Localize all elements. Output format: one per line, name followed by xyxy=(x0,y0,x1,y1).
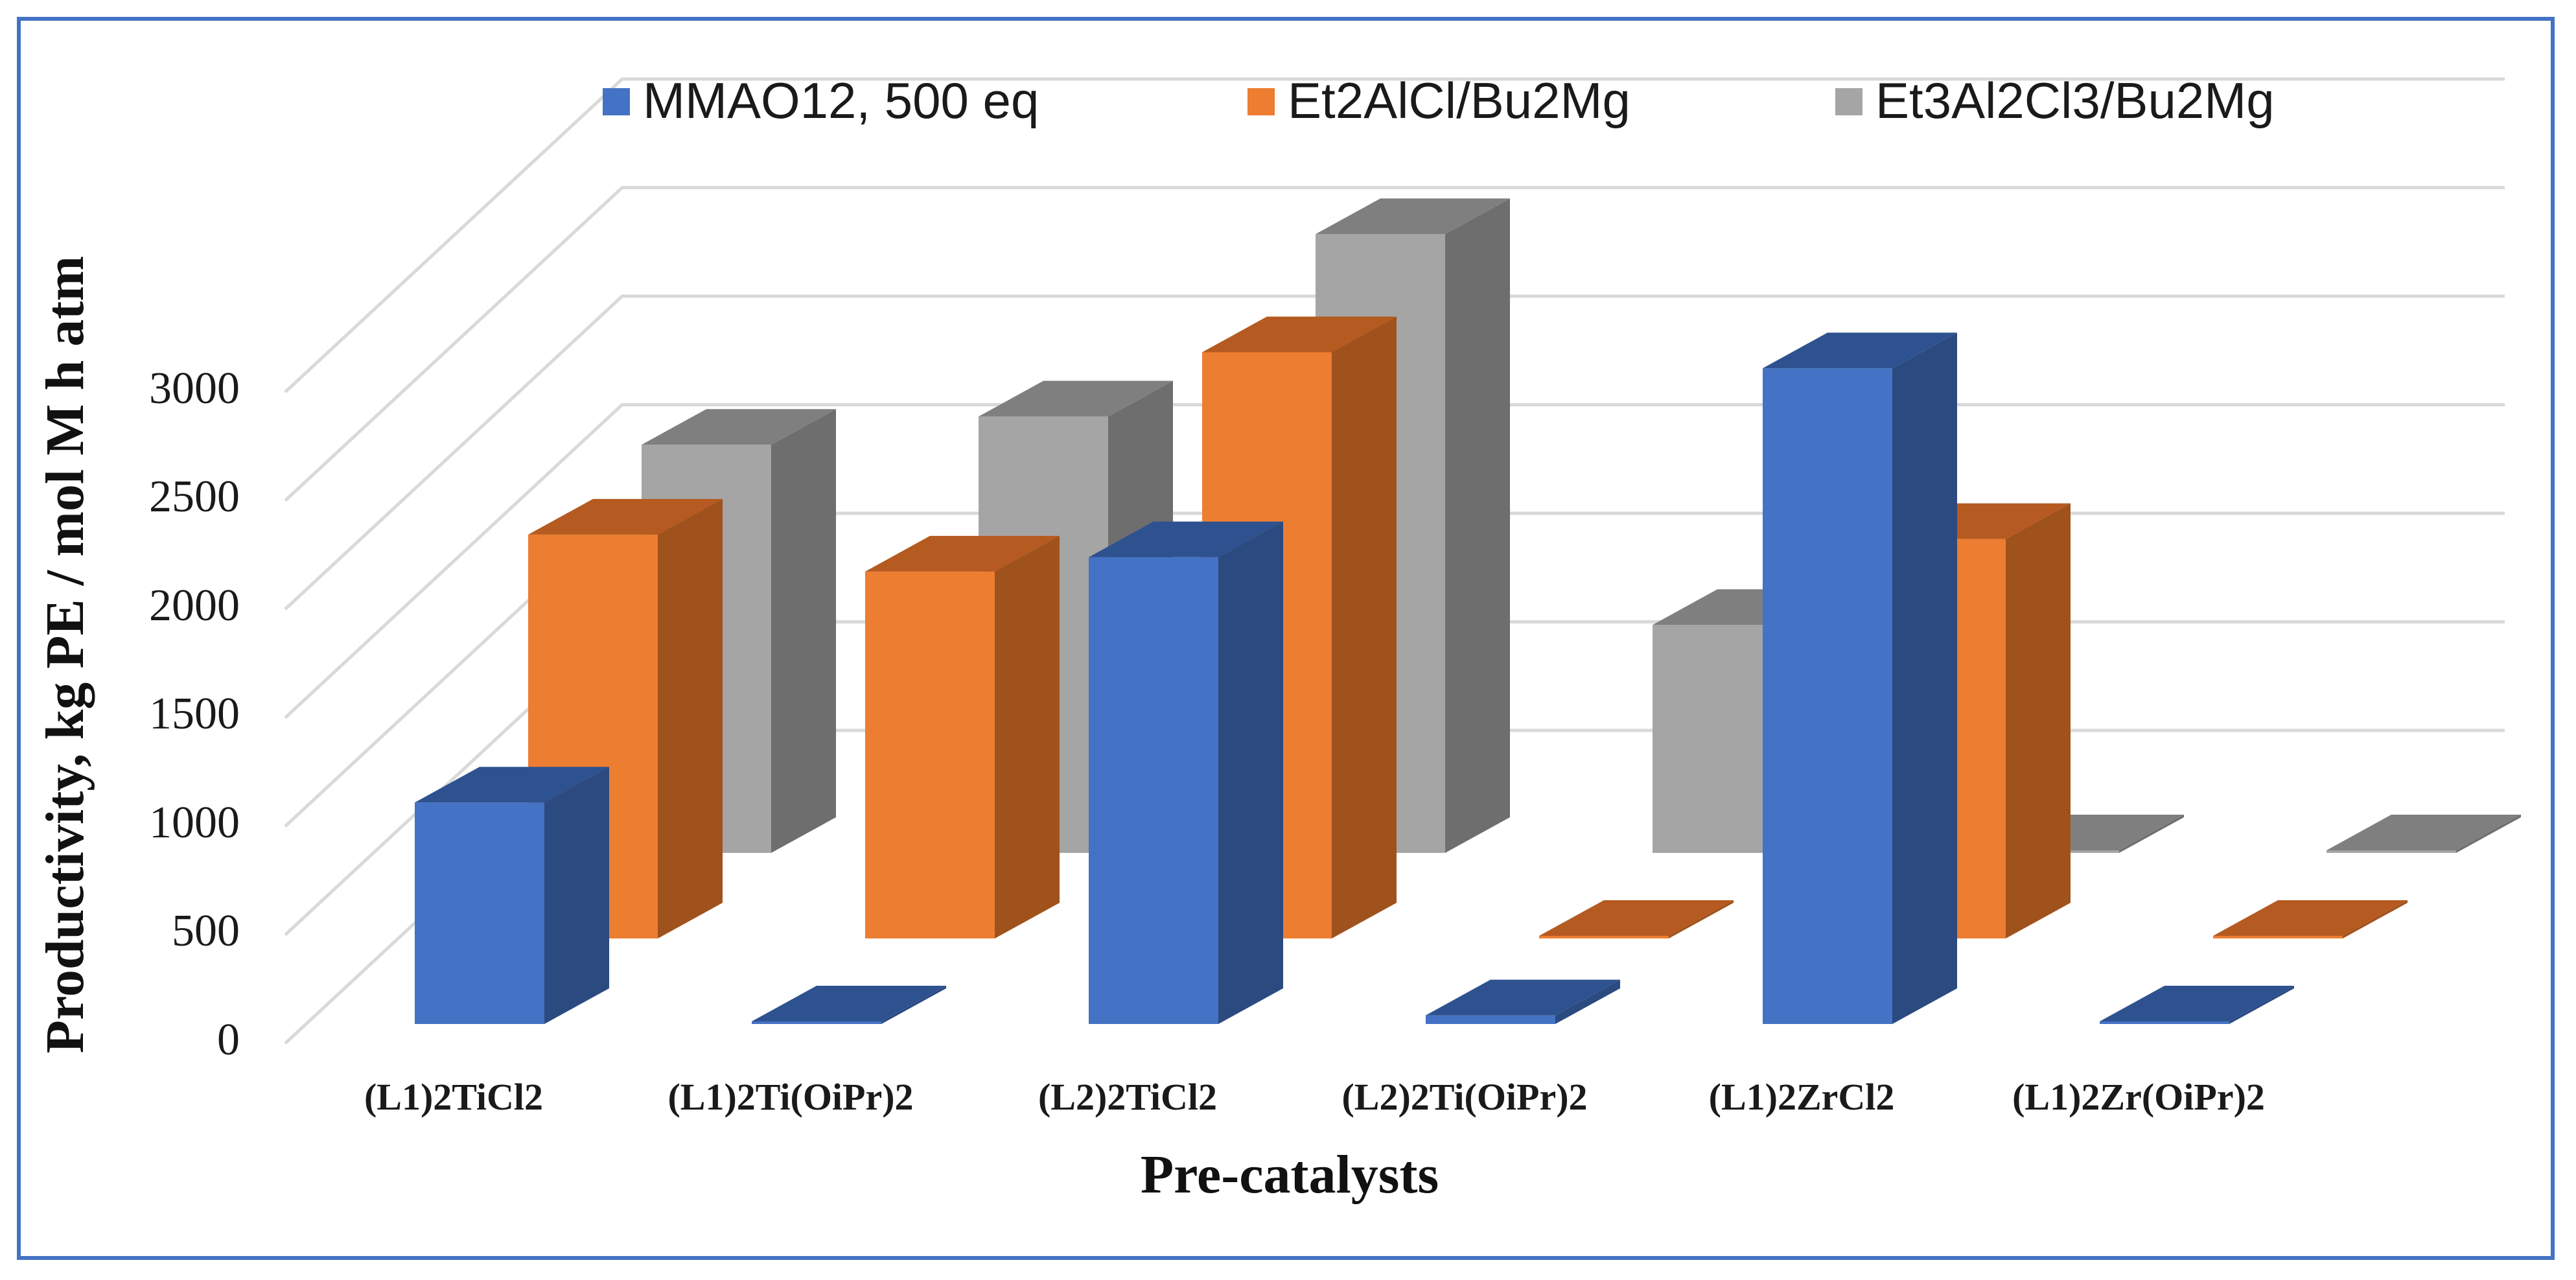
bar-side-face xyxy=(1445,198,1510,853)
y-tick-label: 500 xyxy=(172,906,240,956)
y-tick-label: 2500 xyxy=(149,472,240,522)
bar-front-face xyxy=(2100,1021,2229,1024)
bar-side-face xyxy=(544,767,609,1024)
legend-swatch xyxy=(1247,88,1275,115)
legend-swatch xyxy=(603,88,630,115)
bar-top-face xyxy=(1202,316,1397,353)
bar-top-face xyxy=(1089,521,1283,557)
bar-side-face xyxy=(2229,986,2294,1024)
bar-side-face xyxy=(771,409,836,853)
y-tick-label: 0 xyxy=(217,1015,240,1065)
bar-front-face xyxy=(415,802,544,1024)
y-tick-label: 1000 xyxy=(149,798,240,848)
x-tick-label: (L1)2TiCl2 xyxy=(364,1076,543,1118)
x-axis-tick-labels: (L1)2TiCl2 (L1)2Ti(OiPr)2 (L2)2TiCl2 (L2… xyxy=(364,1076,2265,1118)
y-axis-tick-labels: 0 500 1000 1500 2000 2500 3000 xyxy=(149,364,240,1065)
bar-side-face xyxy=(2456,815,2521,853)
legend-label: MMAO12, 500 eq xyxy=(643,72,1039,129)
y-tick-label: 3000 xyxy=(149,364,240,413)
bar-side-face xyxy=(1332,316,1397,938)
bar xyxy=(1426,979,1620,1024)
bar-side-face xyxy=(2006,503,2071,938)
bar xyxy=(415,767,609,1024)
bar-side-face xyxy=(2343,900,2408,938)
gridline xyxy=(284,77,2505,393)
bar-side-face xyxy=(1892,332,1957,1024)
bar-side-face xyxy=(2119,815,2184,853)
x-tick-label: (L2)2Ti(OiPr)2 xyxy=(1341,1076,1587,1118)
legend-label: Et3Al2Cl3/Bu2Mg xyxy=(1875,72,2275,129)
bar-front-face xyxy=(1089,557,1218,1024)
bar-side-face xyxy=(1555,979,1620,1024)
bar-top-face xyxy=(2213,900,2408,936)
bar-top-face xyxy=(2327,815,2521,850)
bar-front-face xyxy=(2327,850,2456,853)
bar-top-face xyxy=(1316,198,1510,235)
bar-top-face xyxy=(2100,986,2294,1021)
bar xyxy=(1539,900,1734,938)
legend-swatch xyxy=(1835,88,1862,115)
bar-top-face xyxy=(979,380,1173,417)
bar xyxy=(1763,332,1957,1024)
bar-front-face xyxy=(1763,368,1892,1024)
bar-top-face xyxy=(1763,332,1957,369)
bar-top-face xyxy=(865,535,1060,572)
bar-front-face xyxy=(752,1021,881,1024)
bar-top-face xyxy=(642,409,836,445)
y-axis-title: Productivity, kg PE / mol M h atm xyxy=(35,256,95,1053)
bar-side-face xyxy=(995,535,1060,938)
bar-front-face xyxy=(865,571,995,938)
gridline xyxy=(284,186,2505,502)
bar-top-face xyxy=(528,498,723,535)
gridline xyxy=(284,294,2505,611)
x-tick-label: (L1)2Zr(OiPr)2 xyxy=(2012,1076,2265,1118)
y-tick-label: 2000 xyxy=(149,581,240,631)
bar-top-face xyxy=(1426,979,1620,1016)
bar-front-face xyxy=(1653,625,1782,853)
x-axis-title: Pre-catalysts xyxy=(1141,1145,1439,1205)
bar xyxy=(2213,900,2408,938)
legend: MMAO12, 500 eq Et2AlCl/Bu2Mg Et3Al2Cl3/B… xyxy=(603,72,2275,129)
bar-front-face xyxy=(2213,936,2343,938)
bar xyxy=(1089,521,1283,1024)
legend-label: Et2AlCl/Bu2Mg xyxy=(1288,72,1630,129)
bars xyxy=(415,198,2521,1024)
x-tick-label: (L1)2Ti(OiPr)2 xyxy=(667,1076,913,1118)
bar-top-face xyxy=(415,767,609,803)
bar-side-face xyxy=(1669,900,1734,938)
bar xyxy=(2327,815,2521,853)
bar-side-face xyxy=(1218,521,1283,1024)
x-tick-label: (L2)2TiCl2 xyxy=(1038,1076,1217,1118)
bar xyxy=(2100,986,2294,1024)
bar-side-face xyxy=(881,986,946,1024)
y-tick-label: 1500 xyxy=(149,689,240,739)
bar-top-face xyxy=(1539,900,1734,936)
x-tick-label: (L1)2ZrCl2 xyxy=(1709,1076,1895,1118)
bar-side-face xyxy=(658,498,723,938)
bar-top-face xyxy=(752,986,946,1021)
bar-front-face xyxy=(1539,936,1669,938)
bar-front-face xyxy=(1426,1015,1555,1024)
bar xyxy=(865,535,1060,938)
bar xyxy=(752,986,946,1024)
